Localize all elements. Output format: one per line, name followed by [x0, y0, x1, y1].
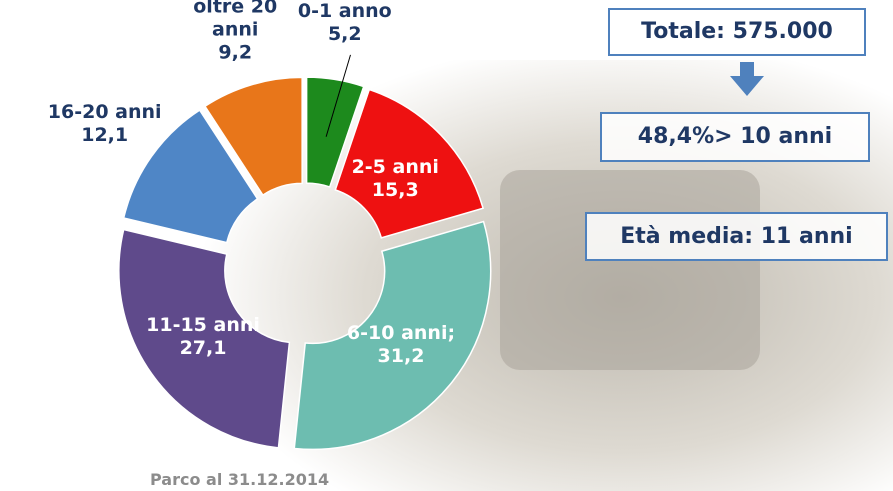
value-label: 12,1 — [81, 123, 129, 146]
category-label: 0-1 anno — [297, 0, 392, 23]
donut-slice — [203, 76, 303, 197]
value-label: 27,1 — [179, 337, 227, 360]
average-age-box: Età media: 11 anni — [585, 212, 888, 261]
category-label: 2-5 anni — [351, 155, 439, 178]
category-label: 16-20 anni — [47, 100, 162, 123]
category-label: oltre 20 anni — [193, 0, 278, 41]
slice-label: oltre 20 anni 9,2 — [170, 0, 300, 65]
donut-slice — [293, 220, 492, 451]
value-label: 5,2 — [327, 23, 362, 46]
donut-slice — [334, 88, 485, 239]
share-box: 48,4%> 10 anni — [600, 112, 870, 162]
leader-line — [325, 54, 351, 137]
donut-slice — [118, 228, 291, 449]
value-label: 31,2 — [377, 345, 425, 368]
slice-label: 11-15 anni 27,1 — [138, 314, 268, 360]
category-label: 11-15 anni — [146, 314, 260, 337]
footnote: Parco al 31.12.2014 — [150, 470, 330, 489]
slice-label: 0-1 anno 5,2 — [280, 0, 410, 46]
arrow-down — [730, 62, 764, 96]
truck-shape — [500, 170, 760, 370]
category-label: 6-10 anni; — [346, 322, 456, 345]
slice-label: 6-10 anni; 31,2 — [336, 322, 466, 368]
total-box: Totale: 575.000 — [608, 8, 866, 56]
value-label: 9,2 — [218, 41, 253, 64]
donut-slice — [305, 76, 365, 188]
slice-label: 16-20 anni 12,1 — [40, 101, 170, 147]
donut-slice — [122, 109, 259, 244]
slice-label: 2-5 anni 15,3 — [330, 156, 460, 202]
value-label: 15,3 — [371, 178, 419, 201]
